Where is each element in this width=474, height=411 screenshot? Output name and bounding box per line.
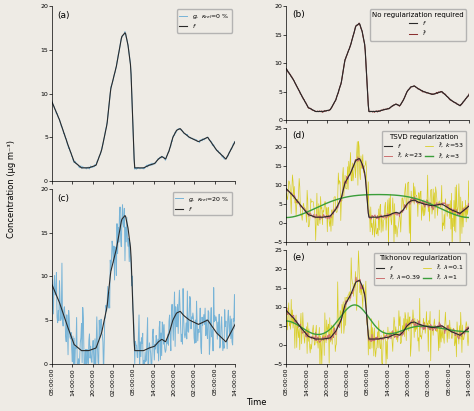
Line: $g,\ \kappa_{rel}$=20 %: $g,\ \kappa_{rel}$=20 % (52, 205, 235, 396)
Text: Concentration (μg m⁻³): Concentration (μg m⁻³) (8, 140, 16, 238)
$f$ (159, 337, 164, 342)
$f$ (232, 139, 238, 144)
$f$ (216, 150, 222, 155)
$f$ (49, 283, 55, 288)
$f$ (439, 89, 445, 94)
$f$ (122, 213, 128, 218)
$g,\ \kappa_{rel}$=0 % (216, 151, 222, 156)
Text: Time: Time (246, 398, 266, 407)
$g,\ \kappa_{rel}$=0 % (159, 154, 164, 159)
$f$ (159, 154, 164, 159)
$g,\ \kappa_{rel}$=0 % (163, 158, 168, 163)
Text: (e): (e) (292, 253, 304, 262)
Legend: $f$, $\hat{f},\ \lambda$=0.39, $\hat{f},\ \lambda$=0.1, $\hat{f},\ \lambda$=1: $f$, $\hat{f},\ \lambda$=0.39, $\hat{f},… (374, 253, 466, 285)
$f$ (393, 102, 399, 107)
$f$ (283, 66, 289, 71)
$f$ (205, 318, 210, 323)
$g,\ \kappa_{rel}$=20 % (159, 319, 165, 324)
$g,\ \kappa_{rel}$=20 % (232, 326, 238, 331)
$f$ (163, 339, 168, 344)
$f$ (466, 92, 472, 97)
$g,\ \kappa_{rel}$=0 % (159, 155, 165, 159)
$f$ (50, 284, 55, 289)
$g,\ \kappa_{rel}$=20 % (205, 336, 210, 341)
$g,\ \kappa_{rel}$=0 % (232, 140, 238, 145)
$f$ (50, 101, 55, 106)
$f$ (450, 99, 456, 104)
$f$ (79, 165, 84, 170)
$g,\ \kappa_{rel}$=0 % (205, 135, 210, 140)
Line: $f$: $f$ (286, 23, 469, 111)
Line: $\hat{f}$: $\hat{f}$ (286, 23, 469, 112)
$f$ (216, 333, 222, 338)
$f$ (356, 21, 362, 26)
Line: $g,\ \kappa_{rel}$=0 %: $g,\ \kappa_{rel}$=0 % (52, 32, 235, 169)
Text: (a): (a) (58, 12, 70, 21)
$f$ (232, 322, 238, 327)
$f$ (159, 154, 165, 159)
$\hat{f}$ (372, 110, 377, 115)
$g,\ \kappa_{rel}$=0 % (50, 102, 55, 106)
Line: $f$: $f$ (52, 216, 235, 351)
$\hat{f}$ (356, 21, 362, 25)
$g,\ \kappa_{rel}$=20 % (163, 350, 168, 355)
$f$ (397, 103, 402, 108)
Text: (b): (b) (292, 9, 305, 18)
$g,\ \kappa_{rel}$=20 % (216, 312, 222, 317)
Legend: $g,\ \kappa_{rel}$=20 %, $f$: $g,\ \kappa_{rel}$=20 %, $f$ (173, 192, 232, 215)
$g,\ \kappa_{rel}$=0 % (49, 99, 55, 104)
$\hat{f}$ (439, 89, 445, 94)
$g,\ \kappa_{rel}$=20 % (50, 287, 55, 292)
$\hat{f}$ (283, 66, 289, 71)
$\hat{f}$ (284, 68, 290, 73)
$f$ (163, 157, 168, 162)
Legend: $f$, $\hat{f}$: $f$, $\hat{f}$ (370, 9, 466, 41)
$g,\ \kappa_{rel}$=0 % (122, 29, 128, 34)
Legend: $g,\ \kappa_{rel}$=0 %, $f$: $g,\ \kappa_{rel}$=0 %, $f$ (177, 9, 232, 32)
$g,\ \kappa_{rel}$=20 % (159, 353, 164, 358)
Text: (d): (d) (292, 132, 305, 141)
Line: $f$: $f$ (52, 33, 235, 168)
$f$ (393, 102, 399, 107)
$f$ (122, 30, 128, 35)
$g,\ \kappa_{rel}$=20 % (49, 277, 55, 282)
Legend: $f$, $\hat{f},\ k$=23, $\hat{f},\ k$=53, $\hat{f},\ k$=3: $f$, $\hat{f},\ k$=23, $\hat{f},\ k$=53,… (382, 131, 466, 163)
$f$ (284, 67, 290, 72)
$g,\ \kappa_{rel}$=20 % (119, 202, 125, 207)
$\hat{f}$ (450, 99, 456, 104)
$\hat{f}$ (393, 102, 399, 106)
$f$ (49, 100, 55, 105)
$\hat{f}$ (466, 91, 472, 96)
$f$ (159, 337, 165, 342)
Text: (c): (c) (58, 194, 70, 203)
$\hat{f}$ (393, 102, 399, 107)
$f$ (79, 348, 84, 353)
$g,\ \kappa_{rel}$=20 % (140, 394, 146, 399)
$g,\ \kappa_{rel}$=0 % (134, 167, 139, 172)
$f$ (313, 109, 319, 114)
$f$ (205, 135, 210, 140)
$\hat{f}$ (397, 104, 402, 109)
